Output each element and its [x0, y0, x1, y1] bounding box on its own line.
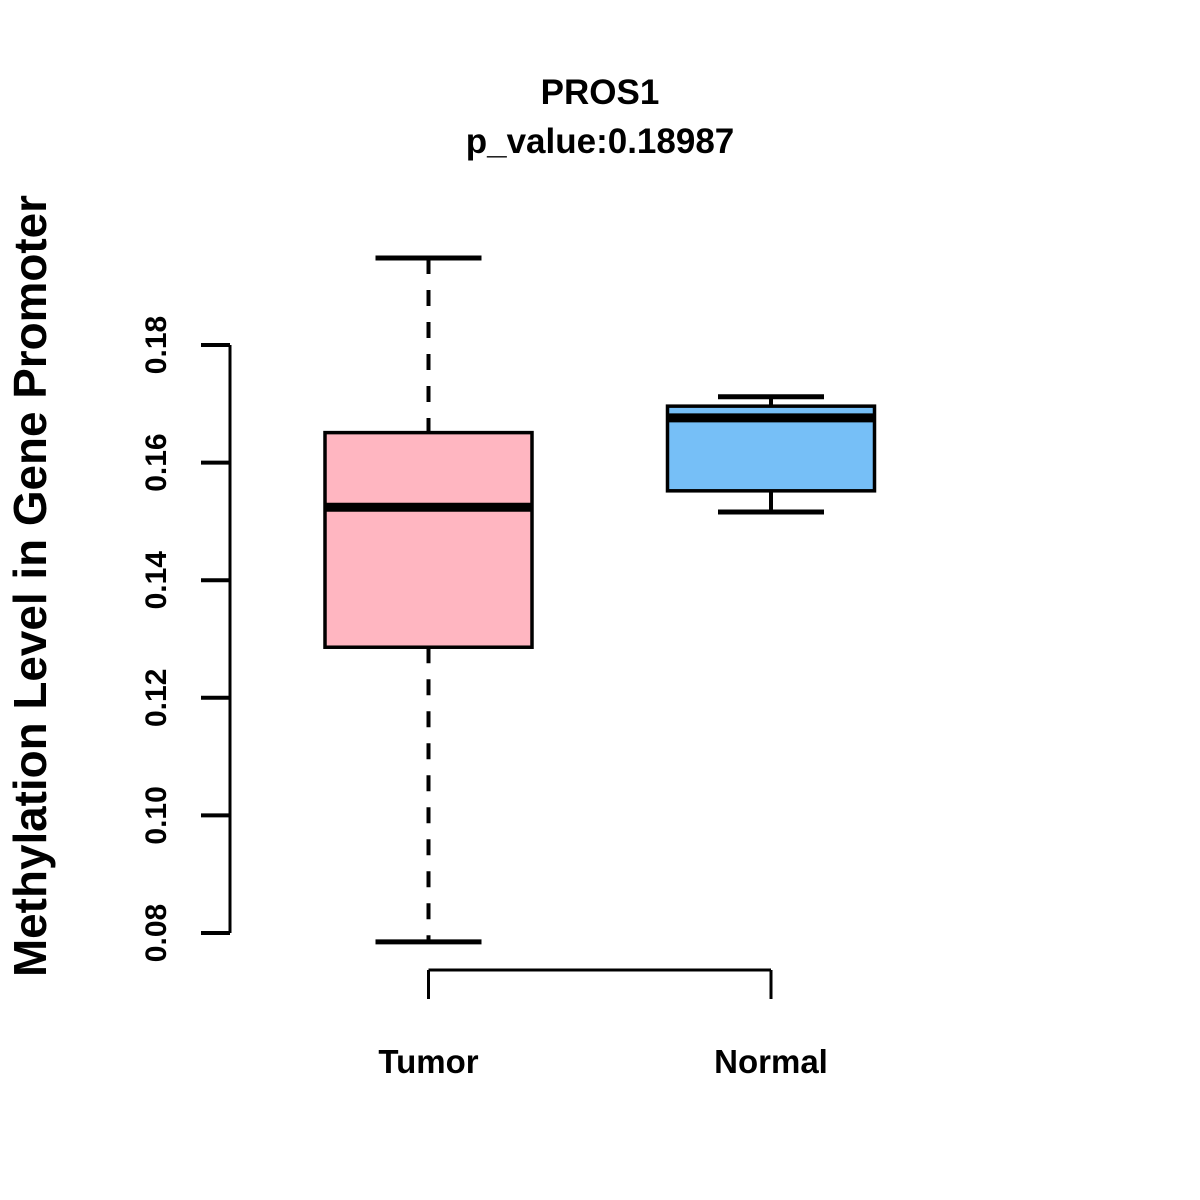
y-tick-label: 0.12 — [140, 669, 173, 727]
y-tick-label: 0.16 — [140, 433, 173, 491]
chart-subtitle: p_value:0.18987 — [466, 122, 735, 161]
plot-area: 0.08 0.10 0.12 0.14 0.16 0.18 Tumor Normal — [140, 255, 877, 1080]
box-tumor — [323, 430, 534, 649]
category-label-normal: Normal — [714, 1043, 828, 1080]
category-label-tumor: Tumor — [378, 1043, 478, 1080]
chart-title: PROS1 — [541, 73, 660, 112]
y-axis-label: Methylation Level in Gene Promoter — [4, 195, 56, 977]
y-tick-label: 0.18 — [140, 316, 173, 374]
y-tick-label: 0.10 — [140, 786, 173, 844]
y-tick-label: 0.08 — [140, 904, 173, 962]
y-tick-label: 0.14 — [140, 551, 173, 610]
